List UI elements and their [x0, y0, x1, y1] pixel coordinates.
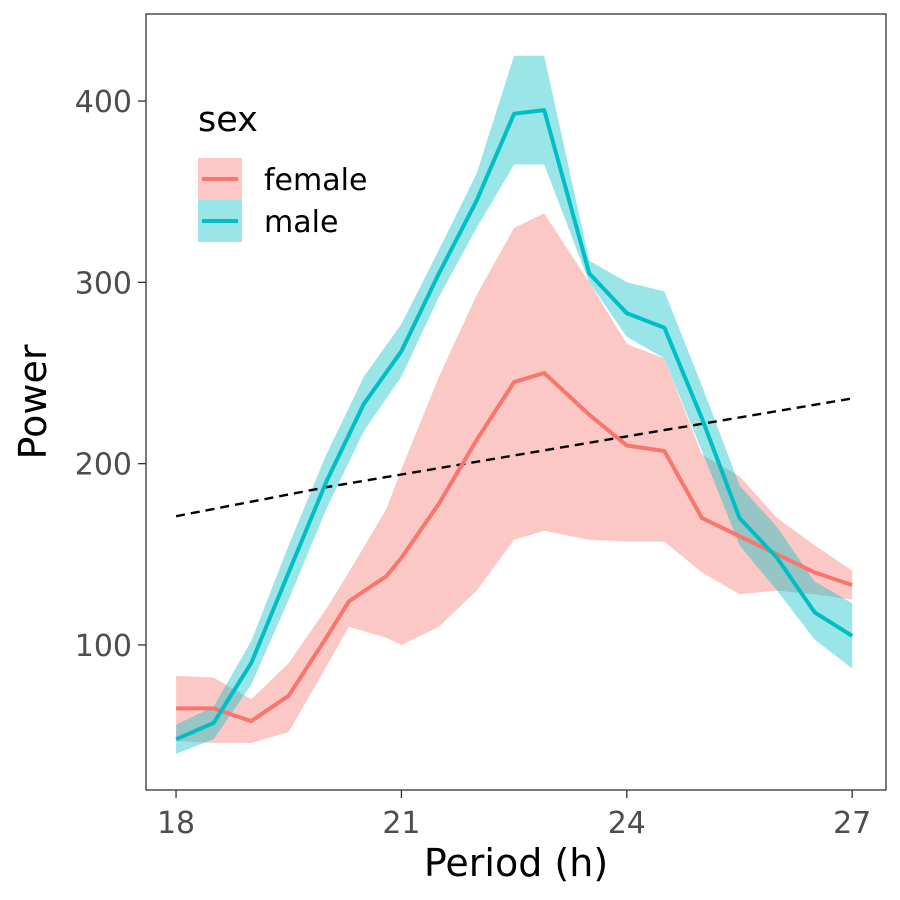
x-axis-title: Period (h) [424, 841, 608, 885]
legend: sex female male [198, 100, 367, 242]
line-female [176, 371, 853, 724]
legend-item-female: female [198, 158, 367, 200]
x-tick-label: 27 [833, 806, 871, 841]
y-tick-label: 400 [75, 85, 132, 120]
panel-border [145, 13, 887, 791]
y-tick-label: 200 [75, 448, 132, 483]
reference-line-layer [175, 397, 853, 518]
legend-title: sex [198, 100, 258, 140]
y-axis-title: Power [11, 344, 55, 459]
legend-label: male [264, 205, 338, 240]
reference-line [175, 397, 853, 518]
x-axis: 18 21 24 27 [157, 790, 871, 841]
y-axis: 100 200 300 400 [75, 85, 146, 664]
line-male [175, 108, 854, 742]
x-tick-label: 18 [157, 806, 195, 841]
band-male [176, 55, 853, 754]
legend-label: female [264, 163, 367, 198]
y-tick-label: 300 [75, 266, 132, 301]
y-tick-label: 100 [75, 629, 132, 664]
legend-item-male: male [198, 200, 338, 242]
series-lines [175, 108, 854, 742]
x-tick-label: 24 [608, 806, 646, 841]
x-tick-label: 21 [382, 806, 420, 841]
